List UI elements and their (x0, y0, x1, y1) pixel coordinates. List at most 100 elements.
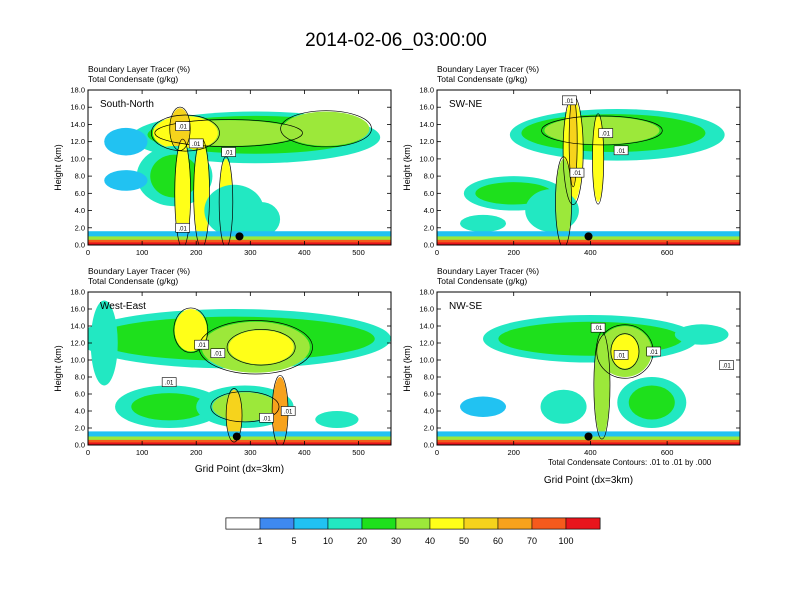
tracer-shading (569, 98, 577, 185)
tracer-shading (628, 385, 675, 420)
x-tick-label: 500 (352, 448, 365, 457)
legend-swatch (463, 517, 499, 530)
y-tick-label: 10.0 (419, 356, 434, 365)
x-tick-label: 400 (298, 248, 311, 257)
y-tick-label: 14.0 (419, 322, 434, 331)
y-tick-label: 2.0 (424, 223, 434, 232)
contour-label: .01 (197, 343, 206, 349)
section-label: SW-NE (449, 99, 482, 110)
x-tick-label: 400 (298, 448, 311, 457)
contour-label: .01 (565, 99, 574, 105)
y-tick-label: 14.0 (419, 120, 434, 129)
tracer-shading (282, 111, 370, 146)
y-tick-label: 10.0 (70, 356, 85, 365)
boundary-layer-band (88, 442, 391, 445)
tracer-shading (555, 158, 572, 245)
y-axis-label: Height (km) (402, 345, 412, 392)
condensate-contour (555, 156, 572, 245)
plot-frame (87, 291, 392, 446)
y-tick-label: 16.0 (70, 305, 85, 314)
contour-label-box (175, 121, 190, 131)
panel-header-line: Boundary Layer Tracer (%) (88, 266, 190, 276)
contour-label: .01 (617, 149, 626, 155)
contour-label-box (188, 138, 204, 149)
x-tick-label: 0 (86, 448, 90, 457)
y-axis-label: Height (km) (53, 144, 63, 191)
section-label: West-East (100, 301, 146, 312)
contour-label: .01 (214, 352, 223, 358)
contour-label-box (598, 128, 614, 138)
panel-south-north: .01 .01 .01 .01 0 100 200 300 400 500 0.0 2.0 4.0 6.0… (53, 64, 392, 257)
panel-sw-ne: .01 .01 .01 .01 0 200 400 600 0.0 2.0 4.0 6.0 8.0 10.… (402, 64, 741, 257)
contour-note: Total Condensate Contours: .01 to .01 by… (548, 458, 712, 467)
x-axis-label: Grid Point (dx=3km) (195, 464, 284, 475)
legend-swatch (225, 517, 261, 530)
plot-frame (87, 89, 392, 246)
tracer-shading (90, 300, 118, 386)
legend-label: 10 (323, 536, 333, 546)
tracer-shading (194, 141, 210, 245)
contour-label: .01 (594, 326, 603, 332)
tracer-shading (131, 393, 208, 421)
contour-label-box (719, 360, 734, 370)
y-tick-label: 0.0 (75, 441, 85, 450)
y-tick-label: 10.0 (70, 154, 85, 163)
y-tick-label: 0.0 (424, 441, 434, 450)
tracer-shading (228, 330, 294, 365)
y-tick-label: 18.0 (419, 288, 434, 297)
plot-area: .01 .01 .01 .01 .01 (88, 292, 391, 445)
legend-label: 40 (425, 536, 435, 546)
contour-label-box (590, 322, 606, 333)
location-marker (584, 232, 593, 241)
y-tick-label: 6.0 (75, 189, 85, 198)
y-tick-label: 18.0 (419, 86, 434, 95)
y-tick-label: 12.0 (70, 339, 85, 348)
tracer-shading (272, 377, 288, 445)
contour-label-box (613, 145, 629, 156)
legend-swatch (361, 517, 397, 530)
condensate-contour (210, 391, 280, 423)
condensate-contour (150, 114, 220, 152)
plot-area: .01 .01 .01 .01 (437, 292, 740, 445)
legend-swatch (293, 517, 329, 530)
legend-swatch (259, 517, 295, 530)
legend-label: 100 (558, 536, 573, 546)
contour-label-box (221, 147, 236, 157)
y-tick-label: 12.0 (419, 339, 434, 348)
x-tick-label: 600 (661, 448, 674, 457)
contour-label: .01 (573, 171, 582, 177)
x-tick-label: 100 (136, 248, 149, 257)
x-tick-label: 0 (435, 248, 439, 257)
location-marker (232, 432, 241, 441)
contour-label-box (175, 222, 190, 233)
legend-label: 5 (291, 536, 296, 546)
plot-frame (436, 291, 741, 446)
x-tick-label: 200 (507, 448, 520, 457)
y-tick-label: 8.0 (424, 373, 434, 382)
legend-label: 50 (459, 536, 469, 546)
panel-header-line: Total Condensate (g/kg) (88, 276, 178, 286)
contour-label: .01 (165, 381, 174, 387)
legend-label: 20 (357, 536, 367, 546)
boundary-layer-band (437, 239, 740, 245)
panel-nw-se: .01 .01 .01 .01 0 200 400 600 0.0 2.0 4.0 6.0 8.0 10.… (402, 266, 741, 486)
panel-header-line: Boundary Layer Tracer (%) (437, 266, 539, 276)
condensate-contour (154, 119, 303, 147)
panel-west-east: .01 .01 .01 .01 .01 0 100 200 300 400 500 0.0 2.0 4.0… (53, 266, 392, 475)
y-tick-label: 12.0 (70, 137, 85, 146)
y-tick-label: 18.0 (70, 288, 85, 297)
contour-label: .01 (225, 151, 234, 157)
y-tick-label: 14.0 (70, 120, 85, 129)
figure-title: 2014-02-06_03:00:00 (305, 30, 487, 51)
contour-label-box (569, 167, 585, 178)
y-tick-label: 10.0 (419, 154, 434, 163)
boundary-layer-band (437, 442, 740, 445)
y-tick-label: 6.0 (75, 390, 85, 399)
section-label: South-North (100, 99, 154, 110)
tracer-shading (460, 396, 507, 417)
y-tick-label: 2.0 (424, 424, 434, 433)
contour-label: .01 (650, 350, 659, 356)
panel-header-line: Boundary Layer Tracer (%) (437, 64, 539, 74)
y-tick-label: 4.0 (424, 206, 434, 215)
y-tick-label: 14.0 (70, 322, 85, 331)
